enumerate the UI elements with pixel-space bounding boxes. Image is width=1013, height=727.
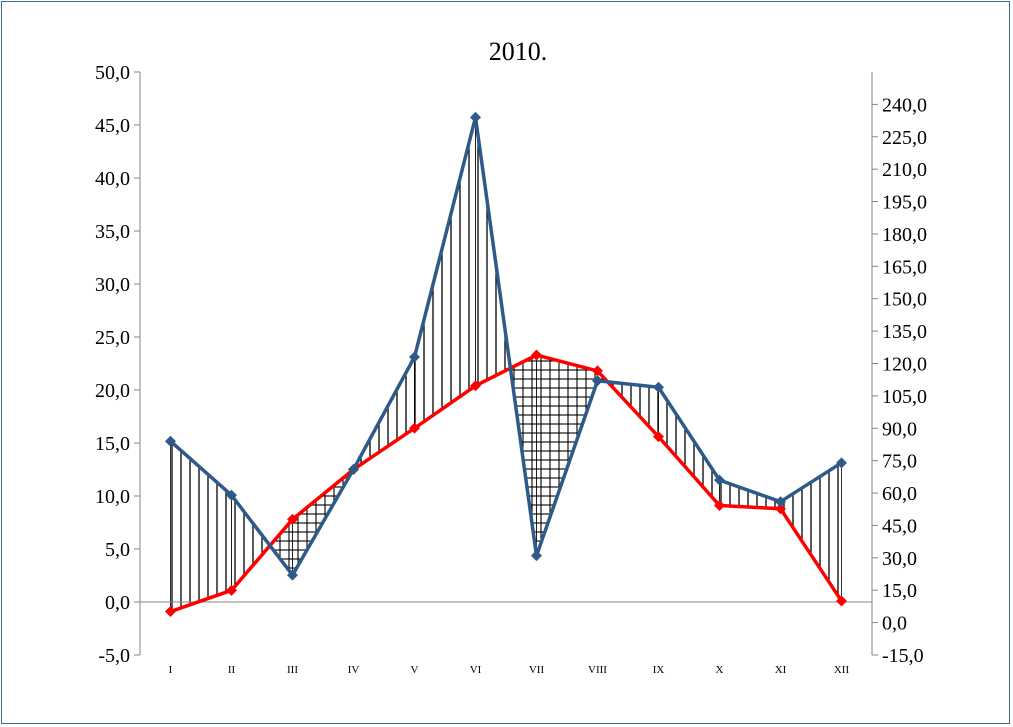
precipitation-point [348,463,359,475]
x-tick-label: VIII [588,664,607,676]
x-tick-label: XI [775,664,787,676]
x-tick-label: IV [348,664,360,676]
left-tick-label: 35,0 [95,221,130,243]
left-tick-label: 30,0 [95,274,130,296]
precipitation-point [653,381,664,393]
left-tick-label: 20,0 [95,380,130,402]
temperature-point [714,500,725,512]
precipitation-point [470,111,481,123]
left-tick-label: 50,0 [95,62,130,84]
right-tick-label: 150,0 [882,289,927,311]
left-tick-label: 45,0 [95,115,130,137]
precipitation-point [226,489,237,501]
x-tick-label: XII [834,664,850,676]
x-tick-label: VII [529,664,545,676]
x-tick-label: I [169,664,173,676]
right-tick-label: 210,0 [882,159,927,181]
right-tick-label: 30,0 [882,548,917,570]
difference-band [414,117,476,429]
x-tick-label: X [716,664,724,676]
temperature-point [836,595,847,607]
right-tick-label: 240,0 [882,94,927,116]
temperature-point [531,349,542,361]
chart-title: 2010. [489,37,548,66]
left-tick-label: -5,0 [98,645,130,667]
precipitation-point [165,435,176,447]
precipitation-point [714,474,725,486]
right-tick-label: 45,0 [882,515,917,537]
right-tick-label: 0,0 [882,613,907,635]
temperature-point [470,380,481,392]
right-tick-label: 225,0 [882,127,927,149]
x-tick-label: V [411,664,419,676]
precipitation-line [169,115,843,577]
temperature-point [409,422,420,434]
precipitation-point [836,457,847,469]
right-tick-label: 120,0 [882,354,927,376]
temperature-point [287,513,298,525]
temperature-point [653,431,664,443]
left-tick-label: 25,0 [95,327,130,349]
right-tick-label: 105,0 [882,386,927,408]
left-tick-label: 40,0 [95,168,130,190]
precipitation-point [592,375,603,387]
right-tick-label: 60,0 [882,483,917,505]
x-tick-label: VI [470,664,482,676]
temperature-line [169,353,843,614]
temperature-point [226,584,237,596]
x-tick-label: IX [653,664,665,676]
left-tick-label: 0,0 [105,592,130,614]
left-tick-label: 5,0 [105,539,130,561]
right-tick-label: 135,0 [882,321,927,343]
left-tick-label: 10,0 [95,486,130,508]
precipitation-point [531,550,542,562]
right-tick-label: 165,0 [882,256,927,278]
left-tick-label: 15,0 [95,433,130,455]
difference-band [231,494,271,592]
right-tick-label: 195,0 [882,192,927,214]
x-tick-label: III [287,664,298,676]
right-tick-label: 180,0 [882,224,927,246]
temperature-point [165,606,176,618]
temperature-point [775,503,786,515]
precipitation-point [287,569,298,581]
right-tick-label: 15,0 [882,580,917,602]
right-tick-label: 75,0 [882,451,917,473]
x-tick-label: II [228,664,236,676]
right-tick-label: 90,0 [882,418,917,440]
right-tick-label: -15,0 [882,645,924,667]
precipitation-point [775,496,786,508]
precipitation-point [409,351,420,363]
temperature-point [592,365,603,377]
